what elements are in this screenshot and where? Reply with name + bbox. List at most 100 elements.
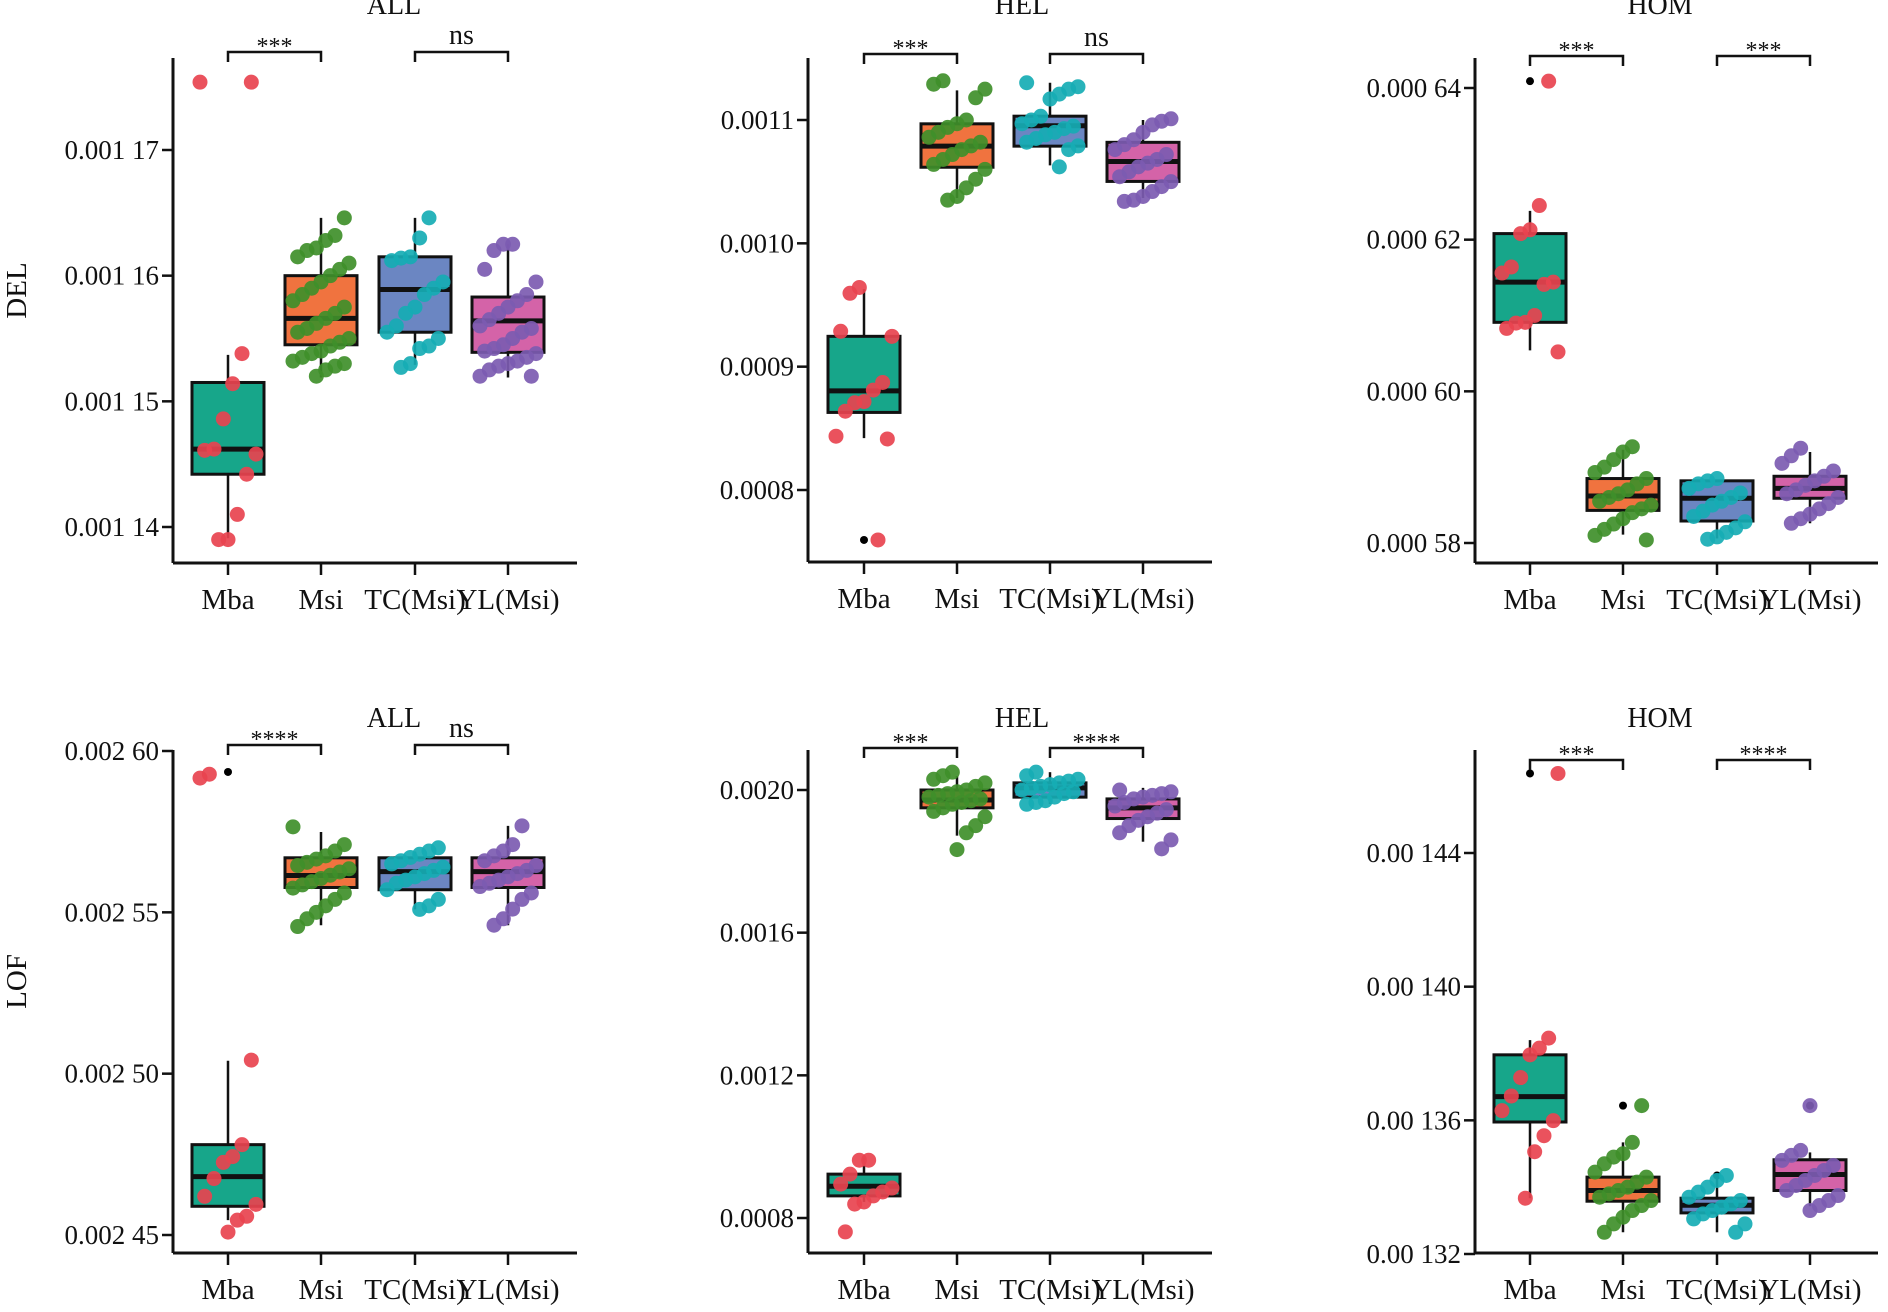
x-tick-label: Mba	[1503, 584, 1556, 616]
data-point	[1154, 841, 1170, 857]
x-tick-label: TC(Msi)	[1666, 1274, 1768, 1306]
data-point	[1587, 1164, 1603, 1180]
panel-title: ALL	[367, 703, 421, 734]
data-point	[514, 891, 530, 907]
data-point	[1728, 1224, 1744, 1240]
y-tick-label: 0.0016	[720, 918, 794, 948]
data-point	[1112, 825, 1128, 841]
data-point	[192, 74, 208, 90]
data-point	[1802, 1203, 1818, 1219]
x-tick-label: Mba	[201, 1274, 254, 1306]
data-point	[412, 230, 428, 246]
data-point	[1061, 142, 1077, 158]
panel-title: HOM	[1627, 0, 1692, 21]
data-point	[958, 825, 974, 841]
data-point	[1019, 768, 1035, 784]
box-group-tcmsi	[377, 840, 453, 917]
box-group-tcmsi	[1679, 1167, 1755, 1240]
x-tick-label: Mba	[201, 584, 254, 616]
data-point	[1550, 344, 1566, 360]
data-point	[472, 368, 488, 384]
box-group-ylmsi	[470, 818, 546, 933]
x-tick-label: TC(Msi)	[999, 583, 1101, 615]
y-tick-label: 0.0009	[720, 352, 794, 382]
data-point	[1112, 782, 1128, 798]
data-point	[1014, 116, 1030, 132]
data-point	[472, 318, 488, 334]
box-group-tcmsi	[377, 210, 453, 375]
y-tick-label: 0.0020	[720, 775, 794, 805]
significance-bracket	[1048, 52, 1145, 64]
x-tick-label: TC(Msi)	[999, 1274, 1101, 1306]
data-point	[833, 323, 849, 339]
data-point	[234, 1137, 250, 1153]
data-point	[290, 324, 306, 340]
data-point	[977, 809, 993, 825]
data-point	[1513, 226, 1529, 242]
data-point	[523, 368, 539, 384]
data-point	[1700, 531, 1716, 547]
box-group-msi	[283, 210, 359, 384]
data-point	[290, 858, 306, 874]
x-tick-label: YL(Msi)	[456, 584, 559, 616]
data-point	[1513, 1070, 1529, 1086]
data-point	[1624, 1134, 1640, 1150]
data-point	[528, 274, 544, 290]
y-tick-label: 0.002 60	[65, 736, 160, 766]
data-point	[1536, 276, 1552, 292]
x-tick-label: YL(Msi)	[1091, 583, 1194, 615]
significance-bracket	[1528, 758, 1625, 770]
data-point	[1681, 480, 1697, 496]
panel--hom: HOM 0.00 144 0.00 140 0.00 136 0.00 132 Mba Ms…	[1367, 703, 1878, 1306]
data-point	[851, 1152, 867, 1168]
x-tick-label: TC(Msi)	[364, 1274, 466, 1306]
y-tick-label: 0.00 136	[1367, 1105, 1462, 1135]
data-point	[505, 901, 521, 917]
significance-label: ***	[1559, 742, 1595, 768]
data-point	[290, 249, 306, 265]
y-tick-label: 0.001 17	[65, 135, 160, 165]
box-group-msi	[1585, 439, 1661, 548]
y-tick-label: 0.002 45	[65, 1220, 160, 1250]
data-point	[968, 90, 984, 106]
data-point	[833, 1176, 849, 1192]
data-point	[842, 1166, 858, 1182]
box-group-mba	[1492, 765, 1568, 1206]
data-point	[1494, 1103, 1510, 1119]
data-point	[1774, 455, 1790, 471]
data-point	[1545, 1113, 1561, 1129]
x-tick-label: Mba	[837, 1274, 890, 1306]
x-tick-label: Msi	[1600, 584, 1645, 616]
data-point	[1494, 265, 1510, 281]
panel--hel: HEL 0.0020 0.0016 0.0012 0.0008 Mba Msi TC(Msi)…	[720, 703, 1212, 1306]
box-group-tcmsi	[1012, 764, 1088, 812]
box-group-msi	[919, 764, 995, 858]
panel-title: HOM	[1627, 703, 1692, 734]
y-tick-label: 0.000 62	[1367, 225, 1462, 255]
data-point	[1802, 1098, 1818, 1114]
x-tick-label: Msi	[298, 1274, 343, 1306]
data-point	[379, 882, 395, 898]
y-axis-label: LOF	[1, 954, 33, 1009]
box-group-mba	[826, 1152, 902, 1240]
y-tick-label: 0.002 55	[65, 897, 160, 927]
box-group-mba	[190, 766, 266, 1240]
panel-title: HEL	[995, 0, 1049, 21]
data-point	[921, 789, 937, 805]
panel--hom: HOM 0.000 64 0.000 62 0.000 60 0.000 58 Mba Ms…	[1367, 0, 1878, 616]
data-point	[1596, 1224, 1612, 1240]
data-point	[1019, 134, 1035, 150]
data-point	[477, 343, 493, 359]
y-tick-label: 0.0012	[720, 1060, 794, 1090]
data-point	[197, 442, 213, 458]
data-point	[837, 1224, 853, 1240]
box-group-ylmsi	[1105, 782, 1181, 857]
box-group-ylmsi	[470, 236, 546, 384]
significance-label: ****	[251, 727, 299, 753]
outlier-point	[1619, 1101, 1627, 1110]
data-point	[248, 446, 264, 462]
data-point	[285, 819, 301, 835]
data-point	[225, 376, 241, 392]
box-group-mba	[826, 279, 902, 548]
data-point	[206, 1171, 222, 1187]
